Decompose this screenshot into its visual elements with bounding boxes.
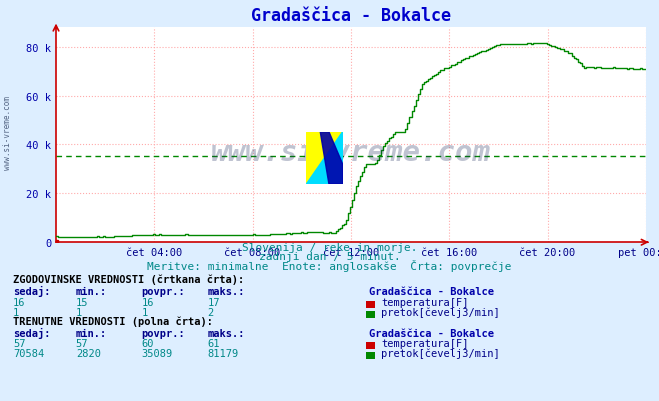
- Text: 2: 2: [208, 307, 214, 317]
- Polygon shape: [320, 132, 343, 184]
- Text: min.:: min.:: [76, 328, 107, 338]
- Text: 15: 15: [76, 297, 88, 307]
- Text: zadnji dan / 5 minut.: zadnji dan / 5 minut.: [258, 252, 401, 262]
- Text: maks.:: maks.:: [208, 328, 245, 338]
- Text: Meritve: minimalne  Enote: anglosakše  Črta: povprečje: Meritve: minimalne Enote: anglosakše Črt…: [147, 259, 512, 271]
- Text: povpr.:: povpr.:: [142, 328, 185, 338]
- Text: 16: 16: [142, 297, 154, 307]
- Text: Gradaščica - Bokalce: Gradaščica - Bokalce: [369, 328, 494, 338]
- Text: 17: 17: [208, 297, 220, 307]
- Text: 1: 1: [142, 307, 148, 317]
- Text: sedaj:: sedaj:: [13, 286, 51, 297]
- Polygon shape: [306, 132, 343, 184]
- Text: 16: 16: [13, 297, 26, 307]
- Text: temperatura[F]: temperatura[F]: [381, 338, 469, 348]
- Text: ZGODOVINSKE VREDNOSTI (črtkana črta):: ZGODOVINSKE VREDNOSTI (črtkana črta):: [13, 274, 244, 285]
- Text: maks.:: maks.:: [208, 287, 245, 297]
- Title: Gradaščica - Bokalce: Gradaščica - Bokalce: [251, 7, 451, 25]
- Text: 1: 1: [76, 307, 82, 317]
- Text: pretok[čevelj3/min]: pretok[čevelj3/min]: [381, 348, 500, 358]
- Text: pretok[čevelj3/min]: pretok[čevelj3/min]: [381, 306, 500, 317]
- Text: www.si-vreme.com: www.si-vreme.com: [3, 95, 13, 169]
- Text: TRENUTNE VREDNOSTI (polna črta):: TRENUTNE VREDNOSTI (polna črta):: [13, 316, 213, 326]
- Text: temperatura[F]: temperatura[F]: [381, 297, 469, 307]
- Text: Slovenija / reke in morje.: Slovenija / reke in morje.: [242, 243, 417, 253]
- Text: sedaj:: sedaj:: [13, 327, 51, 338]
- Text: 57: 57: [13, 338, 26, 348]
- Text: 81179: 81179: [208, 348, 239, 358]
- Text: povpr.:: povpr.:: [142, 287, 185, 297]
- Text: min.:: min.:: [76, 287, 107, 297]
- Text: 35089: 35089: [142, 348, 173, 358]
- Text: 70584: 70584: [13, 348, 44, 358]
- Text: Gradaščica - Bokalce: Gradaščica - Bokalce: [369, 287, 494, 297]
- Text: 61: 61: [208, 338, 220, 348]
- Text: 57: 57: [76, 338, 88, 348]
- Polygon shape: [306, 132, 343, 184]
- Text: 1: 1: [13, 307, 19, 317]
- Text: 2820: 2820: [76, 348, 101, 358]
- Text: 60: 60: [142, 338, 154, 348]
- Text: www.si-vreme.com: www.si-vreme.com: [211, 138, 491, 166]
